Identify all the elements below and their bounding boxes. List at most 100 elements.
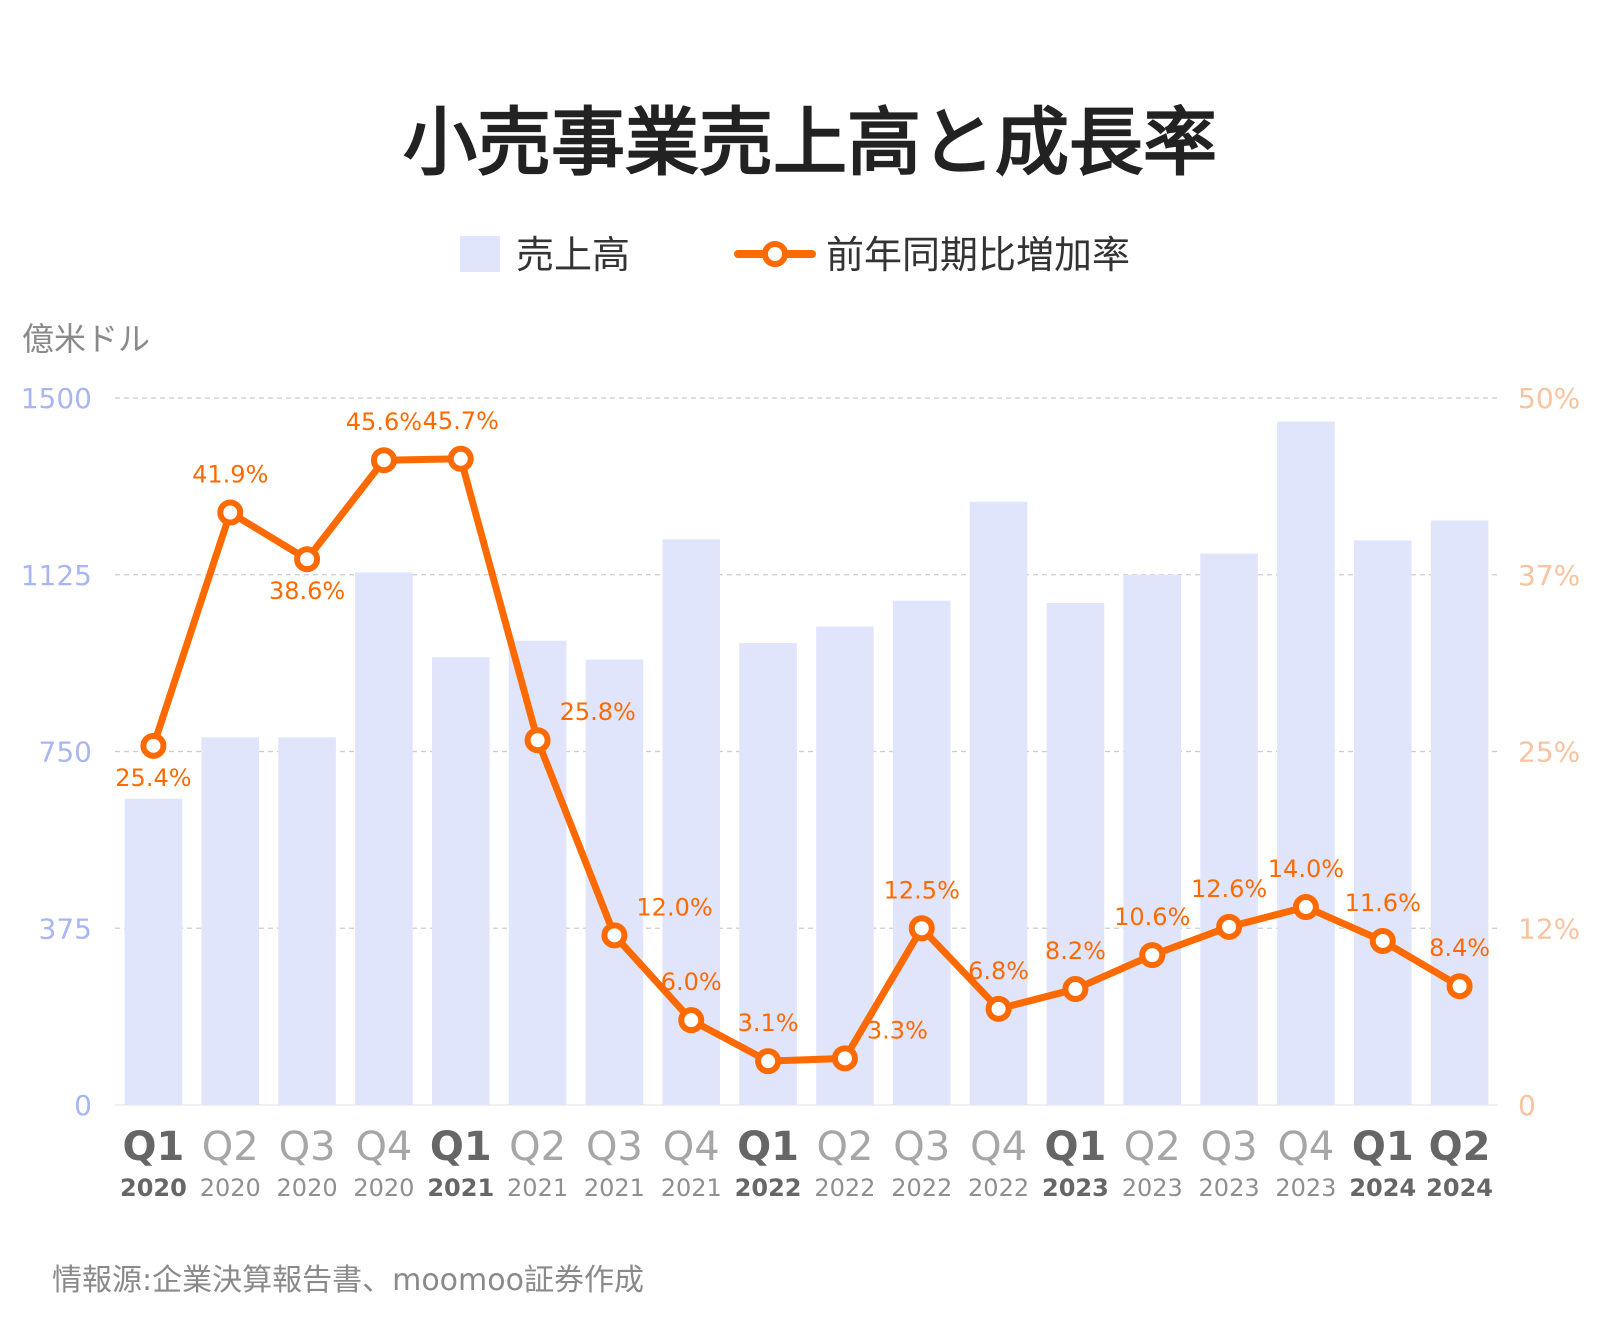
x-year-label: 2023 xyxy=(1122,1174,1183,1202)
x-axis-labels: Q1 2020 Q2 2020 Q3 2020 Q4 2020 Q1 2021 Q2 2021 Q3 20… xyxy=(120,1124,1493,1202)
growth-data-label: 14.0% xyxy=(1268,855,1344,883)
revenue-bars xyxy=(124,421,1489,1106)
x-quarter-label: Q2 xyxy=(509,1124,566,1170)
growth-point xyxy=(755,1048,782,1075)
growth-data-label: 3.1% xyxy=(738,1009,799,1037)
legend: 売上高 前年同期比増加率 xyxy=(460,233,1130,277)
growth-point xyxy=(1062,976,1089,1003)
legend-bar-label: 売上高 xyxy=(516,233,630,277)
growth-data-label: 10.6% xyxy=(1114,903,1190,931)
x-year-label: 2023 xyxy=(1199,1174,1260,1202)
x-quarter-label: Q3 xyxy=(279,1124,336,1170)
growth-point xyxy=(524,727,551,754)
left-tick-label: 0 xyxy=(74,1089,92,1122)
x-year-label: 2020 xyxy=(120,1174,187,1202)
right-tick-label: 12% xyxy=(1518,912,1580,945)
x-year-label: 2020 xyxy=(353,1174,414,1202)
growth-point xyxy=(294,546,321,573)
left-tick-label: 750 xyxy=(39,736,92,769)
x-quarter-label: Q3 xyxy=(586,1124,643,1170)
left-tick-label: 1125 xyxy=(21,559,92,592)
growth-data-label: 41.9% xyxy=(192,461,268,489)
left-tick-label: 375 xyxy=(39,912,92,945)
growth-point xyxy=(140,732,167,759)
x-quarter-label: Q4 xyxy=(970,1124,1027,1170)
growth-data-label: 6.0% xyxy=(661,968,722,996)
x-year-label: 2022 xyxy=(814,1174,875,1202)
growth-data-label: 12.6% xyxy=(1191,875,1267,903)
growth-point xyxy=(370,447,397,474)
growth-point xyxy=(1292,894,1319,921)
chart-title: 小売事業売上高と成長率 xyxy=(403,100,1217,186)
x-year-label: 2022 xyxy=(891,1174,952,1202)
revenue-bar xyxy=(816,626,874,1105)
growth-line-path xyxy=(149,455,1464,1065)
revenue-bar xyxy=(1430,520,1489,1105)
growth-data-label: 12.5% xyxy=(884,876,960,904)
growth-point xyxy=(678,1007,705,1034)
revenue-bar xyxy=(739,643,797,1105)
x-year-label: 2021 xyxy=(427,1174,494,1202)
growth-point xyxy=(447,445,474,472)
x-year-label: 2024 xyxy=(1426,1174,1493,1202)
x-quarter-label: Q2 xyxy=(1429,1124,1491,1170)
y-axis-unit-label: 億米ドル xyxy=(22,320,150,358)
x-year-label: 2020 xyxy=(277,1174,338,1202)
growth-data-label: 45.6% xyxy=(346,408,422,436)
x-quarter-label: Q1 xyxy=(1352,1124,1414,1170)
growth-data-label: 11.6% xyxy=(1345,889,1421,917)
x-year-label: 2022 xyxy=(735,1174,802,1202)
growth-data-label: 6.8% xyxy=(968,957,1029,985)
x-quarter-label: Q4 xyxy=(355,1124,412,1170)
left-axis-ticks: 0 375 750 1125 1500 xyxy=(21,382,92,1122)
x-year-label: 2021 xyxy=(584,1174,645,1202)
right-tick-label: 25% xyxy=(1518,736,1580,769)
x-year-label: 2023 xyxy=(1042,1174,1109,1202)
x-quarter-label: Q1 xyxy=(430,1124,492,1170)
right-tick-label: 50% xyxy=(1518,382,1580,415)
revenue-bar xyxy=(1200,553,1258,1105)
x-year-label: 2021 xyxy=(661,1174,722,1202)
x-quarter-label: Q3 xyxy=(1201,1124,1258,1170)
growth-data-label: 38.6% xyxy=(269,577,345,605)
legend-line-label: 前年同期比増加率 xyxy=(826,233,1130,277)
growth-line xyxy=(149,455,1464,1065)
growth-point xyxy=(217,499,244,526)
left-tick-label: 1500 xyxy=(21,382,92,415)
x-quarter-label: Q4 xyxy=(1277,1124,1334,1170)
legend-line-marker xyxy=(762,241,788,267)
growth-point xyxy=(908,915,935,942)
growth-data-label: 8.2% xyxy=(1045,937,1106,965)
revenue-bar xyxy=(124,798,183,1105)
x-quarter-label: Q1 xyxy=(122,1124,184,1170)
right-tick-label: 0 xyxy=(1518,1089,1536,1122)
growth-point xyxy=(1446,973,1473,1000)
x-quarter-label: Q4 xyxy=(663,1124,720,1170)
revenue-bar xyxy=(1123,574,1182,1105)
growth-data-label: 3.3% xyxy=(867,1016,928,1044)
growth-data-label: 45.7% xyxy=(423,407,499,435)
x-year-label: 2023 xyxy=(1275,1174,1336,1202)
x-quarter-label: Q2 xyxy=(1124,1124,1181,1170)
growth-points xyxy=(140,445,1473,1075)
revenue-bar xyxy=(201,737,260,1105)
growth-data-labels: 25.4% 41.9% 38.6% 45.6% 45.7% 25.8% 12.0% 6.0% 3… xyxy=(115,407,1490,1045)
growth-point xyxy=(985,995,1012,1022)
growth-point xyxy=(601,922,628,949)
revenue-bar xyxy=(278,737,336,1105)
x-year-label: 2022 xyxy=(968,1174,1029,1202)
growth-point xyxy=(1139,942,1166,969)
x-year-label: 2020 xyxy=(200,1174,261,1202)
x-quarter-label: Q2 xyxy=(202,1124,259,1170)
growth-data-label: 8.4% xyxy=(1429,934,1490,962)
revenue-bar xyxy=(508,640,567,1105)
growth-point xyxy=(1216,913,1243,940)
growth-point xyxy=(831,1045,858,1072)
source-note: 情報源:企業決算報告書、moomoo証券作成 xyxy=(52,1263,644,1298)
x-quarter-label: Q3 xyxy=(893,1124,950,1170)
revenue-bar xyxy=(1277,421,1335,1106)
x-quarter-label: Q1 xyxy=(737,1124,799,1170)
revenue-bar xyxy=(892,600,951,1105)
gridlines xyxy=(115,397,1498,1106)
